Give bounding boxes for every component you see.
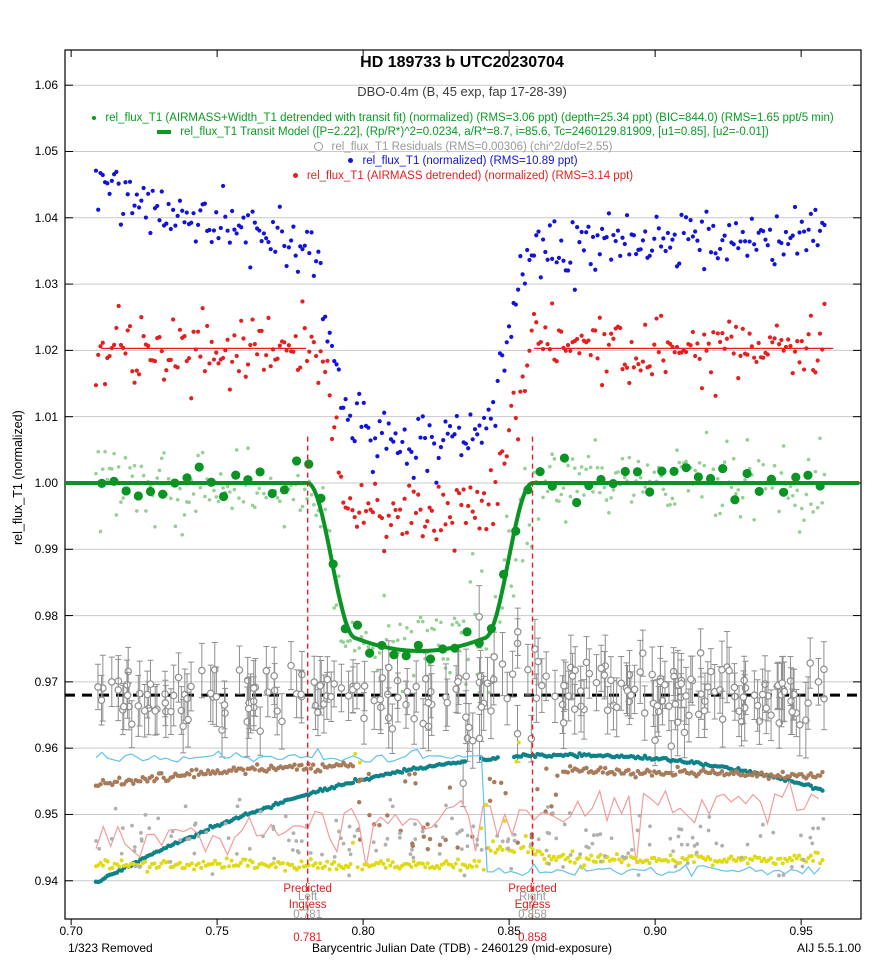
series-sky-yellow (93, 740, 825, 874)
series-airmass-curve (93, 751, 825, 885)
removed-count-label: 1/323 Removed (68, 941, 153, 955)
plot-subtitle: DBO-0.4m (B, 45 exp, fap 17-28-39) (357, 84, 567, 99)
x-tick-label: 0.70 (59, 924, 83, 938)
transit-model-line (65, 481, 860, 653)
series-sky-line (95, 747, 821, 878)
series-residuals (94, 585, 828, 808)
y-tick-label: 0.95 (34, 807, 58, 822)
ingress-time-red: 0.781 (293, 932, 323, 944)
legend-label: rel_flux_T1 (AIRMASS+Width_T1 detrended … (105, 111, 834, 124)
series-airmass-detrended-red (93, 299, 827, 554)
y-tick-label: 0.94 (34, 873, 58, 888)
red-dot-icon (292, 173, 298, 178)
x-tick-label: 0.85 (497, 924, 521, 938)
y-tick-label: 1.06 (34, 78, 58, 93)
predicted-ingress-label: Predicted (283, 883, 332, 895)
green-dash-icon (157, 129, 172, 134)
version-label: AIJ 5.5.1.00 (796, 941, 861, 955)
y-tick-label: 1.03 (34, 277, 58, 292)
series-detrended-fit-small (94, 430, 827, 695)
legend-row-airmass-detrended: rel_flux_T1 (AIRMASS detrended) (normali… (65, 169, 861, 182)
y-tick-label: 1.04 (34, 210, 58, 225)
left-label: Left (298, 891, 318, 903)
predicted-ingress-label2: Ingress (288, 899, 327, 911)
legend-label: rel_flux_T1 (AIRMASS detrended) (normali… (306, 169, 634, 182)
green-dot-icon (92, 115, 97, 120)
legend-label: rel_flux_T1 Residuals (RMS=0.00306) (chi… (331, 140, 613, 153)
legend-label: rel_flux_T1 (normalized) (RMS=10.89 ppt) (362, 154, 578, 167)
predicted-egress-label: Predicted (508, 883, 557, 895)
series-width-brown (93, 760, 825, 852)
plot-title: HD 189733 b UTC20230704 (360, 54, 564, 71)
open-circle-icon (313, 142, 323, 151)
legend-row-detrended-fit: rel_flux_T1 (AIRMASS+Width_T1 detrended … (65, 111, 861, 124)
egress-time-gray: 0.858 (518, 909, 547, 921)
y-tick-label: 0.96 (34, 741, 58, 756)
y-tick-label: 0.97 (34, 674, 58, 689)
y-tick-label: 1.02 (34, 343, 58, 358)
y-tick-label: 1.00 (34, 475, 58, 490)
y-tick-label: 1.01 (34, 409, 58, 424)
gridlines (65, 84, 861, 882)
data-layer (65, 168, 861, 885)
legend-label: rel_flux_T1 Transit Model ([P=2.22], (Rp… (180, 125, 769, 138)
y-axis-label: rel_flux_T1 (normalized) (11, 410, 25, 545)
right-label: Right (519, 891, 546, 903)
series-detrended-fit-binned (97, 453, 825, 664)
series-raw-blue (93, 168, 827, 485)
series-width-line-pink (95, 779, 820, 867)
y-tick-label: 1.05 (34, 144, 58, 159)
series-xy-gray (94, 797, 826, 878)
predicted-egress-label2: Egress (514, 899, 551, 911)
x-axis-label: Barycentric Julian Date (TDB) - 2460129 … (311, 941, 613, 955)
legend-row-residuals: rel_flux_T1 Residuals (RMS=0.00306) (chi… (65, 140, 861, 153)
egress-time-red: 0.858 (518, 932, 547, 944)
legend-row-normalized: rel_flux_T1 (normalized) (RMS=10.89 ppt) (65, 154, 861, 167)
ingress-time-gray: 0.781 (293, 909, 323, 921)
y-tick-label: 0.98 (34, 608, 58, 623)
x-tick-label: 0.90 (643, 924, 667, 938)
y-tick-label: 0.99 (34, 542, 58, 557)
legend-row-transit-model: rel_flux_T1 Transit Model ([P=2.22], (Rp… (65, 125, 861, 138)
x-tick-label: 0.75 (205, 924, 229, 938)
x-tick-label: 0.80 (351, 924, 375, 938)
x-tick-label: 0.95 (789, 924, 813, 938)
blue-dot-icon (348, 158, 354, 163)
